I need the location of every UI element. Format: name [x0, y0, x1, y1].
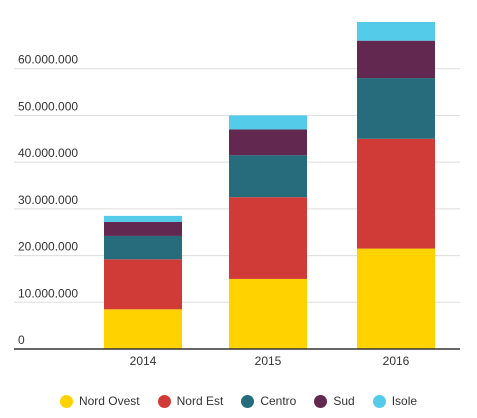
legend-item: Isole	[372, 394, 418, 408]
bar-segment-sud-2016	[357, 40, 435, 79]
x-tick-label: 2014	[130, 354, 157, 368]
legend-swatch	[59, 394, 73, 408]
legend-swatch	[157, 394, 171, 408]
bar-segment-isole-2015	[229, 115, 307, 130]
bar-segment-nord-est-2015	[229, 197, 307, 279]
y-tick-label: 0	[18, 333, 25, 347]
legend-item: Nord Est	[157, 394, 224, 408]
legend-item: Sud	[314, 394, 355, 408]
bars	[104, 22, 435, 349]
legend-item: Centro	[241, 394, 296, 408]
bar-segment-nord-ovest-2016	[357, 248, 435, 349]
legend-label: Isole	[391, 394, 418, 408]
legend-label: Nord Ovest	[78, 394, 140, 408]
x-tick-label: 2015	[255, 354, 282, 368]
legend: Nord Ovest Nord Est Centro Sud Isole	[0, 391, 477, 411]
legend-swatch	[314, 394, 328, 408]
y-tick-label: 60.000.000	[18, 53, 78, 67]
bar-segment-sud-2014	[104, 221, 182, 236]
bar-segment-nord-est-2014	[104, 259, 182, 310]
legend-swatch	[372, 394, 386, 408]
bar-segment-isole-2016	[357, 22, 435, 41]
bar-segment-centro-2015	[229, 155, 307, 198]
legend-label: Centro	[260, 394, 297, 408]
bar-segment-centro-2014	[104, 235, 182, 260]
bar-segment-centro-2016	[357, 78, 435, 139]
y-axis-labels: 0 10.000.000 20.000.000 30.000.000 40.000.00…	[18, 53, 78, 347]
y-tick-label: 40.000.000	[18, 146, 78, 160]
bar-segment-sud-2015	[229, 129, 307, 156]
y-tick-label: 20.000.000	[18, 240, 78, 254]
x-axis: 2014 2015 2016	[14, 348, 460, 368]
bar-segment-nord-est-2016	[357, 138, 435, 249]
legend-label: Sud	[333, 394, 355, 408]
y-tick-label: 10.000.000	[18, 286, 78, 300]
x-tick-label: 2016	[383, 354, 410, 368]
y-tick-label: 50.000.000	[18, 99, 78, 113]
legend-item: Nord Ovest	[59, 394, 140, 408]
bar-segment-isole-2014	[104, 215, 182, 222]
bar-segment-nord-ovest-2015	[229, 278, 307, 349]
legend-label: Nord Est	[176, 394, 224, 408]
y-tick-label: 30.000.000	[18, 193, 78, 207]
legend-swatch	[241, 394, 255, 408]
bar-segment-nord-ovest-2014	[104, 309, 182, 349]
